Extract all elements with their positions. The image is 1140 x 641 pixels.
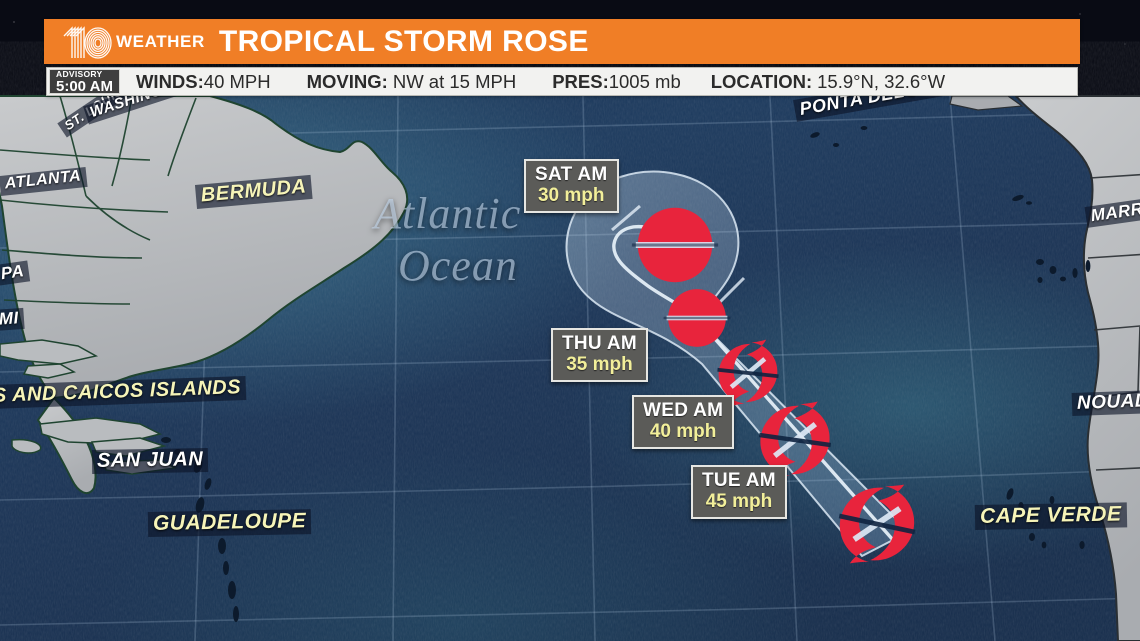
callout-day: TUE AM <box>702 470 776 491</box>
storm-symbol-tue[interactable] <box>830 472 924 576</box>
stat-pressure: PRES: 1005 mb <box>552 71 681 93</box>
advisory-label: ADVISORY <box>56 68 103 79</box>
map-label-cape-verde: CAPE VERDE <box>974 502 1127 531</box>
forecast-callout-sat-am[interactable]: SAT AM 30 mph <box>524 159 619 213</box>
title-bar: WEATHER TROPICAL STORM ROSE <box>44 19 1080 64</box>
page-title: TROPICAL STORM ROSE <box>218 24 589 58</box>
callout-speed: 40 mph <box>649 421 717 442</box>
brand-logo[interactable]: WEATHER <box>58 19 205 64</box>
callout-day: THU AM <box>562 333 637 354</box>
callout-day: WED AM <box>643 400 724 421</box>
forecast-callout-wed-am[interactable]: WED AM 40 mph <box>632 395 735 449</box>
map-label-nouadh: NOUADH <box>1071 389 1140 416</box>
storm-symbol-sat[interactable] <box>631 207 719 283</box>
map-label-mi: MI <box>0 307 25 331</box>
stat-moving-key: MOVING: <box>306 70 388 92</box>
callout-speed: 30 mph <box>537 185 605 206</box>
forecast-callout-thu-am[interactable]: THU AM 35 mph <box>551 328 648 382</box>
brand-word: WEATHER <box>116 31 205 51</box>
stat-moving-value: NW at 15 MPH <box>392 70 517 92</box>
stat-location-key: LOCATION: <box>710 70 813 92</box>
map-label-san-juan: SAN JUAN <box>91 447 209 474</box>
advisory-stat-bar: ADVISORY 5:00 AM WINDS: 40 MPH MOVING: N… <box>46 67 1078 96</box>
stat-location-value: 15.9°N, 32.6°W <box>817 70 946 92</box>
storm-symbol-fri[interactable] <box>663 289 731 347</box>
landmass-north-america <box>0 95 409 495</box>
advisory-time: 5:00 AM <box>56 77 113 95</box>
stat-pressure-value: 1005 mb <box>608 70 681 92</box>
stat-winds: WINDS: 40 MPH <box>136 71 271 93</box>
stat-winds-key: WINDS: <box>135 70 204 92</box>
callout-speed: 45 mph <box>705 491 773 512</box>
stat-pressure-key: PRES: <box>552 70 609 92</box>
stat-winds-value: 40 MPH <box>203 70 271 92</box>
azores-islands <box>810 126 868 147</box>
callout-day: SAT AM <box>535 164 608 185</box>
ten-logo-icon <box>63 25 112 59</box>
ocean-name-label: Atlantic Ocean <box>374 189 522 290</box>
advisory-badge: ADVISORY 5:00 AM <box>49 69 120 94</box>
stat-location: LOCATION: 15.9°N, 32.6°W <box>711 71 945 93</box>
forecast-callout-tue-am[interactable]: TUE AM 45 mph <box>691 465 787 519</box>
callout-speed: 35 mph <box>566 354 633 375</box>
map-label-guadeloupe: GUADELOUPE <box>147 509 312 538</box>
atlantic-islands <box>1006 194 1091 549</box>
stat-moving: MOVING: NW at 15 MPH <box>307 71 517 93</box>
